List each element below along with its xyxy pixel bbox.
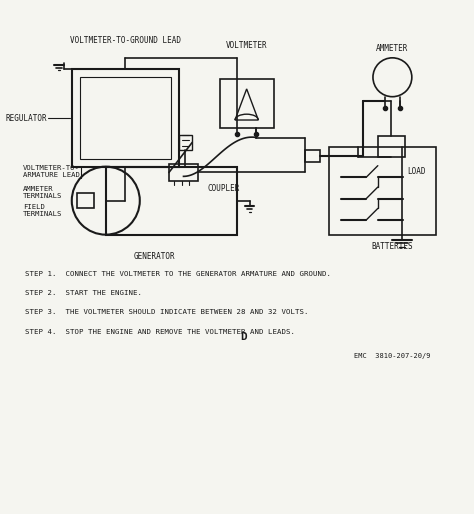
- Bar: [305, 150, 320, 162]
- Text: FIELD
TERMINALS: FIELD TERMINALS: [23, 204, 63, 217]
- Text: EMC  3810-207-20/9: EMC 3810-207-20/9: [354, 353, 430, 359]
- Text: VOLTMETER-TO-
ARMATURE LEAD: VOLTMETER-TO- ARMATURE LEAD: [23, 165, 80, 178]
- Bar: [378, 136, 405, 157]
- Text: VOLTMETER-TO-GROUND LEAD: VOLTMETER-TO-GROUND LEAD: [70, 36, 181, 45]
- Text: AMMETER: AMMETER: [376, 44, 409, 52]
- Text: STEP 2.  START THE ENGINE.: STEP 2. START THE ENGINE.: [25, 290, 142, 296]
- Text: AMMETER
TERMINALS: AMMETER TERMINALS: [23, 187, 63, 199]
- Bar: [106, 167, 237, 235]
- Bar: [80, 77, 171, 159]
- Text: VOLTMETER: VOLTMETER: [226, 41, 267, 50]
- Bar: [169, 164, 198, 181]
- Bar: [220, 79, 274, 128]
- Text: COUPLER: COUPLER: [208, 183, 240, 193]
- Bar: [329, 147, 436, 235]
- Text: REGULATOR: REGULATOR: [6, 114, 47, 122]
- Text: STEP 1.  CONNECT THE VOLTMETER TO THE GENERATOR ARMATURE AND GROUND.: STEP 1. CONNECT THE VOLTMETER TO THE GEN…: [25, 270, 331, 277]
- Text: STEP 3.  THE VOLTMETER SHOULD INDICATE BETWEEN 28 AND 32 VOLTS.: STEP 3. THE VOLTMETER SHOULD INDICATE BE…: [25, 309, 309, 316]
- Text: BATTERIES: BATTERIES: [372, 242, 413, 251]
- Bar: [77, 193, 94, 208]
- Bar: [179, 135, 192, 150]
- Text: D: D: [240, 332, 247, 342]
- Text: LOAD: LOAD: [407, 167, 426, 176]
- Text: GENERATOR: GENERATOR: [134, 251, 175, 261]
- Text: STEP 4.  STOP THE ENGINE AND REMOVE THE VOLTMETER AND LEADS.: STEP 4. STOP THE ENGINE AND REMOVE THE V…: [25, 329, 295, 335]
- Bar: [72, 69, 179, 167]
